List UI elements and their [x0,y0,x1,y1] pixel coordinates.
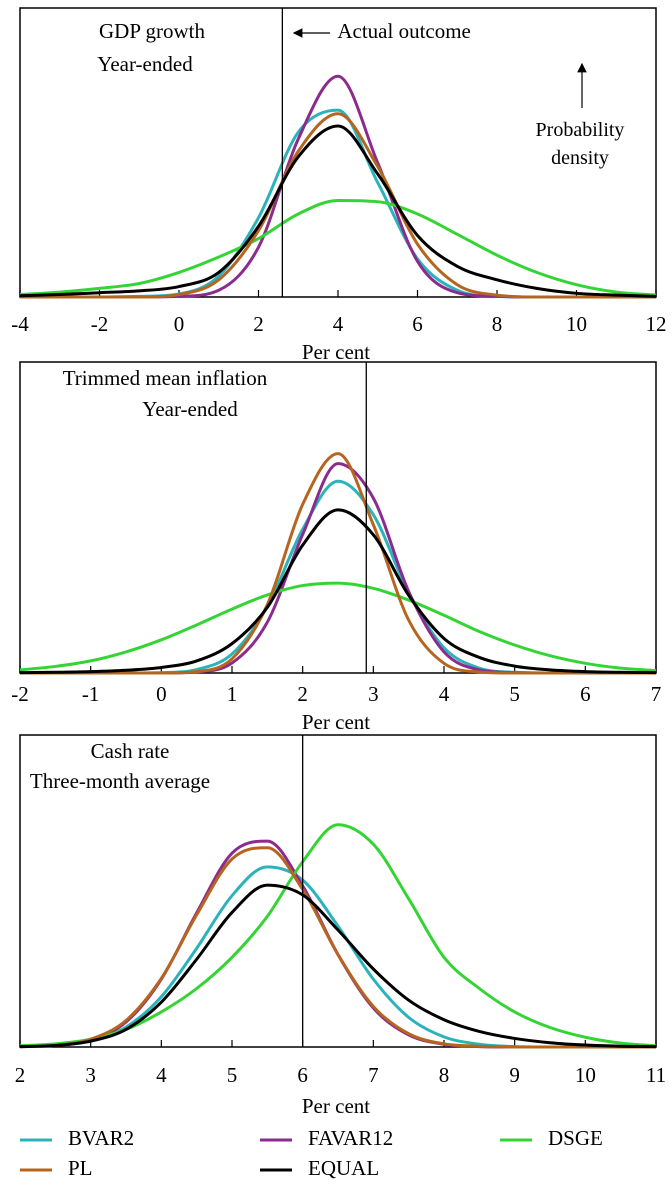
x-tick-label: 9 [509,1063,520,1087]
x-tick-label: 5 [227,1063,238,1087]
x-tick-label: 3 [368,682,379,706]
x-tick-label: -4 [11,312,29,336]
plot-frame [19,361,657,674]
x-tick-label: 11 [646,1063,666,1087]
x-axis-label: Per cent [302,710,370,734]
x-axis-label: Per cent [302,1094,370,1118]
x-tick-label: 6 [297,1063,308,1087]
x-tick-label: 0 [156,682,167,706]
legend-label: DSGE [548,1126,603,1150]
x-tick-label: 7 [651,682,662,706]
density-line [19,846,656,1049]
legend-label: PL [68,1156,93,1180]
panel-title: Trimmed mean inflation [63,366,268,390]
x-tick-label: -2 [11,682,29,706]
panel-subtitle: Year-ended [97,52,193,76]
density-line [20,452,656,675]
x-tick-label: 4 [333,312,344,336]
x-tick-label: 4 [156,1063,167,1087]
x-tick-label: 8 [439,1063,450,1087]
x-tick-label: 2 [15,1063,26,1087]
x-tick-label: 10 [566,312,587,336]
x-tick-label: 3 [85,1063,96,1087]
density-line [19,581,657,673]
x-tick-label: 5 [509,682,520,706]
x-tick-label: 6 [412,312,423,336]
density-line [19,198,657,297]
density-line [19,883,657,1049]
x-tick-label: -1 [82,682,100,706]
panel-subtitle: Three-month average [30,769,210,793]
outcome-label: Actual outcome [337,19,471,43]
panel-title: Cash rate [91,739,170,763]
x-tick-label: 1 [227,682,238,706]
legend-label: BVAR2 [68,1126,134,1150]
density-line [19,823,657,1048]
legend-label: EQUAL [308,1156,379,1180]
x-tick-label: 4 [439,682,450,706]
density-line [20,112,656,299]
x-tick-label: 6 [580,682,591,706]
x-tick-label: 2 [253,312,264,336]
x-axis-label: Per cent [302,340,370,364]
x-tick-label: 7 [368,1063,379,1087]
panel-subtitle: Year-ended [142,397,238,421]
density-line [19,124,657,298]
x-tick-label: 12 [646,312,667,336]
panel-title: GDP growth [99,19,205,43]
x-tick-label: 10 [575,1063,596,1087]
x-tick-label: 0 [174,312,185,336]
y-axis-label: Probability density [535,119,625,169]
x-tick-label: -2 [91,312,109,336]
legend-label: FAVAR12 [308,1126,393,1150]
density-line [19,839,656,1049]
density-line [19,508,657,675]
plot-frame [19,734,657,1048]
x-tick-label: 8 [492,312,503,336]
x-tick-label: 2 [297,682,308,706]
density-line [20,462,656,675]
